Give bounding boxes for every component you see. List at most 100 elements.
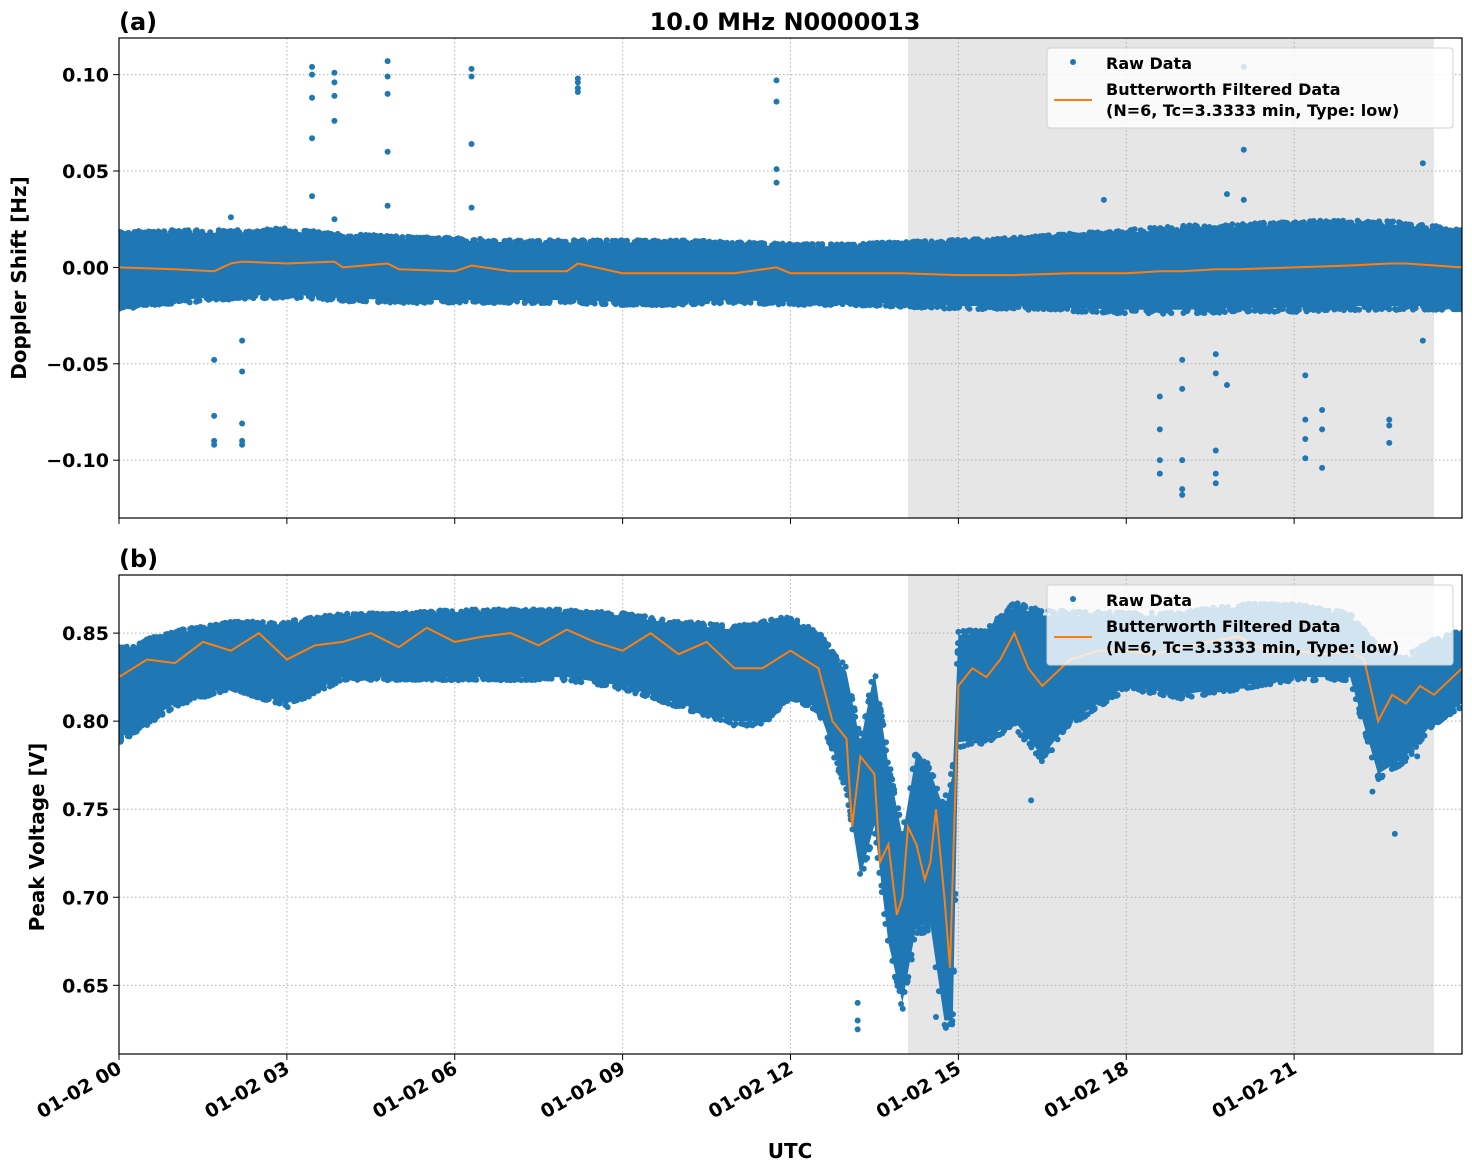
raw-data-point xyxy=(842,663,849,670)
raw-data-point xyxy=(891,786,898,793)
raw-data-point xyxy=(809,241,816,248)
raw-data-point xyxy=(1332,306,1339,313)
raw-data-point xyxy=(1211,689,1218,696)
raw-data-point xyxy=(166,706,173,713)
raw-data-point xyxy=(737,239,744,246)
raw-data-point xyxy=(128,303,135,310)
raw-data-point xyxy=(536,238,543,245)
raw-data-outlier xyxy=(1391,830,1398,837)
raw-data-point xyxy=(1136,685,1143,692)
raw-data-point xyxy=(477,297,484,304)
raw-data-point xyxy=(241,293,248,300)
raw-data-point xyxy=(1200,307,1207,314)
raw-data-point xyxy=(1034,305,1041,312)
raw-data-point xyxy=(978,740,985,747)
raw-data-point xyxy=(914,929,921,936)
raw-data-point xyxy=(761,618,768,625)
raw-data-point xyxy=(1260,307,1267,314)
raw-data-point xyxy=(1259,222,1266,229)
raw-data-point xyxy=(632,614,639,621)
raw-data-point xyxy=(393,234,400,241)
raw-data-point xyxy=(348,674,355,681)
raw-data-point xyxy=(901,988,908,995)
raw-data-point xyxy=(1433,223,1440,230)
raw-data-point xyxy=(922,240,929,247)
raw-data-point xyxy=(881,911,888,918)
raw-data-point xyxy=(889,957,896,964)
raw-data-point xyxy=(872,673,879,680)
raw-data-point xyxy=(955,640,962,647)
raw-data-point xyxy=(191,694,198,701)
raw-data-point xyxy=(876,869,883,876)
raw-data-point xyxy=(547,237,554,244)
raw-data-point xyxy=(537,674,544,681)
raw-data-outlier xyxy=(1028,797,1035,804)
raw-data-point xyxy=(676,300,683,307)
x-tick-label: 01-02 06 xyxy=(369,1057,461,1123)
raw-data-point xyxy=(417,609,424,616)
raw-data-point xyxy=(669,619,676,626)
raw-data-point xyxy=(1356,710,1363,717)
raw-data-point xyxy=(287,228,294,235)
raw-data-point xyxy=(485,676,492,683)
raw-data-outlier xyxy=(1419,337,1426,344)
raw-data-point xyxy=(1145,687,1152,694)
legend-filtered-label: Butterworth Filtered Data xyxy=(1106,80,1341,99)
raw-data-point xyxy=(1311,221,1318,228)
raw-data-point xyxy=(338,612,345,619)
raw-data-outlier xyxy=(773,77,780,84)
raw-data-point xyxy=(1041,751,1048,758)
raw-data-point xyxy=(505,675,512,682)
raw-data-point xyxy=(987,736,994,743)
raw-data-point xyxy=(878,889,885,896)
raw-data-point xyxy=(1355,218,1362,225)
raw-data-point xyxy=(1352,307,1359,314)
raw-data-point xyxy=(852,300,859,307)
raw-data-point xyxy=(489,299,496,306)
legend-filtered-params: (N=6, Tc=3.3333 min, Type: low) xyxy=(1106,101,1399,120)
raw-data-point xyxy=(407,611,414,618)
raw-data-outlier xyxy=(932,1014,939,1021)
raw-data-point xyxy=(1014,303,1021,310)
raw-data-outlier xyxy=(1223,191,1230,198)
raw-data-point xyxy=(865,692,872,699)
raw-data-point xyxy=(224,228,231,235)
raw-data-point xyxy=(1447,227,1454,234)
raw-data-point xyxy=(243,229,250,236)
raw-data-series xyxy=(119,58,1462,498)
raw-data-outlier xyxy=(773,166,780,173)
raw-data-point xyxy=(634,237,641,244)
raw-data-point xyxy=(908,239,915,246)
raw-data-point xyxy=(642,237,649,244)
raw-data-point xyxy=(967,627,974,634)
raw-data-point xyxy=(1307,306,1314,313)
raw-data-point xyxy=(880,239,887,246)
raw-data-point xyxy=(216,294,223,301)
raw-data-point xyxy=(1367,220,1374,227)
raw-data-point xyxy=(1418,736,1425,743)
raw-data-point xyxy=(1242,305,1249,312)
raw-data-point xyxy=(150,228,157,235)
raw-data-point xyxy=(1167,692,1174,699)
raw-data-point xyxy=(939,239,946,246)
raw-data-point xyxy=(130,230,137,237)
raw-data-point xyxy=(523,674,530,681)
raw-data-point xyxy=(1352,696,1359,703)
raw-data-point xyxy=(954,649,961,656)
raw-data-point xyxy=(725,298,732,305)
raw-data-point xyxy=(1116,309,1123,316)
raw-data-point xyxy=(632,690,639,697)
raw-data-point xyxy=(618,612,625,619)
raw-data-point xyxy=(1038,608,1045,615)
raw-data-point xyxy=(494,676,501,683)
raw-data-point xyxy=(615,683,622,690)
raw-data-point xyxy=(182,297,189,304)
raw-data-point xyxy=(534,297,541,304)
raw-data-point xyxy=(1090,706,1097,713)
raw-data-point xyxy=(268,619,275,626)
raw-data-point xyxy=(120,304,127,311)
raw-data-point xyxy=(236,229,243,236)
raw-data-point xyxy=(844,792,851,799)
raw-data-point xyxy=(126,732,133,739)
raw-data-point xyxy=(1010,601,1017,608)
